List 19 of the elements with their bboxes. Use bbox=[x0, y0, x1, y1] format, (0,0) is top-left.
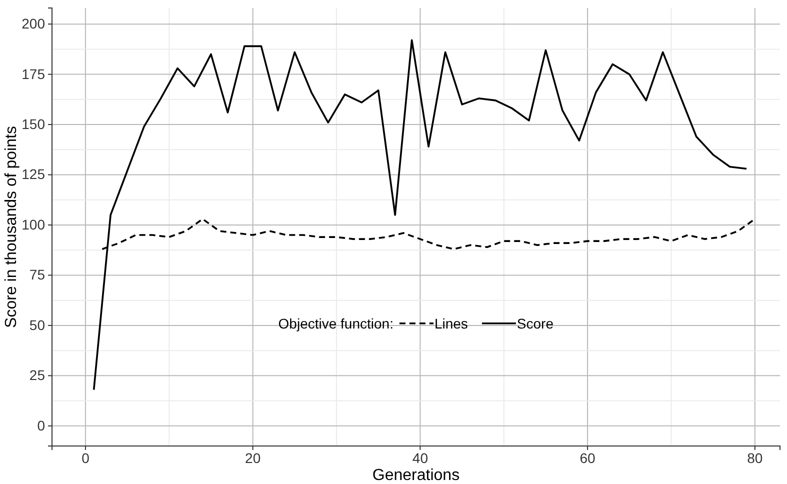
x-axis-title: Generations bbox=[372, 467, 460, 484]
y-tick-label: 175 bbox=[22, 66, 46, 82]
legend-title: Objective function: bbox=[278, 315, 394, 332]
y-axis-title: Score in thousands of points bbox=[3, 126, 20, 328]
legend-label: Lines bbox=[434, 315, 468, 332]
y-tick-label: 0 bbox=[37, 417, 46, 434]
x-tick-label: 20 bbox=[245, 450, 261, 466]
y-tick-label: 25 bbox=[29, 367, 46, 384]
x-tick-label: 60 bbox=[580, 450, 596, 466]
x-tick-label: 40 bbox=[412, 450, 428, 466]
x-tick-label: 0 bbox=[82, 450, 90, 466]
y-tick-label: 200 bbox=[22, 16, 46, 32]
x-tick-label: 80 bbox=[747, 450, 763, 466]
legend-label: Score bbox=[516, 315, 554, 332]
y-tick-label: 125 bbox=[22, 166, 46, 182]
y-tick-label: 75 bbox=[29, 266, 46, 283]
y-tick-label: 50 bbox=[29, 316, 46, 333]
y-tick-label: 100 bbox=[22, 216, 46, 232]
y-tick-label: 150 bbox=[22, 116, 46, 132]
